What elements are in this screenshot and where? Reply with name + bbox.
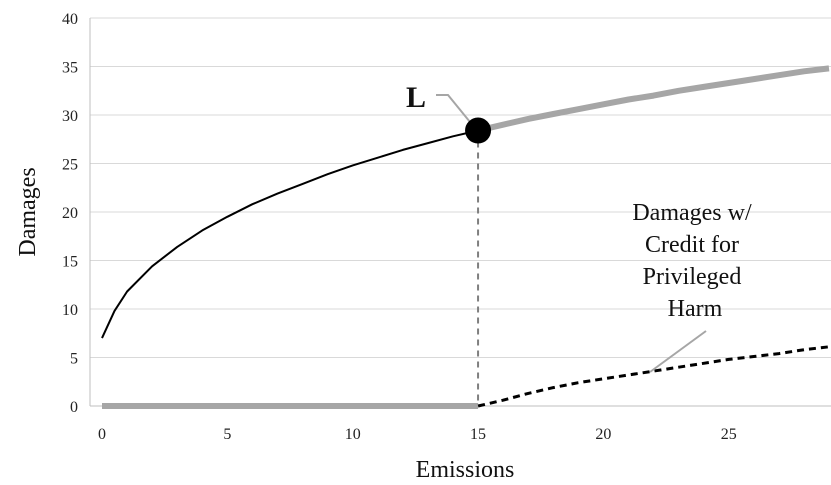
series-damages xyxy=(101,129,479,339)
series-damages_beyond_L xyxy=(477,65,830,134)
annotation-line-4: Harm xyxy=(668,296,723,322)
point-label-L: L xyxy=(406,81,426,114)
l-leader-line xyxy=(436,94,471,123)
x-tick-20: 20 xyxy=(595,426,611,443)
x-tick-10: 10 xyxy=(345,426,361,443)
y-tick-25: 25 xyxy=(62,157,78,174)
y-tick-30: 30 xyxy=(62,108,78,125)
x-tick-5: 5 xyxy=(223,426,231,443)
credit-annotation: Damages w/ Credit for Privileged Harm xyxy=(632,200,757,322)
point-L-marker xyxy=(465,117,492,144)
annotation-line-1: Damages w/ xyxy=(632,200,752,226)
x-tick-labels: 0 5 10 15 20 25 xyxy=(98,426,737,443)
y-tick-20: 20 xyxy=(62,205,78,222)
series-lines xyxy=(101,65,830,409)
annotation-line-2: Credit for xyxy=(645,232,739,258)
annotation-line-3: Privileged xyxy=(643,264,742,290)
x-tick-0: 0 xyxy=(98,426,106,443)
y-tick-labels: 0 5 10 15 20 25 30 35 40 xyxy=(62,11,78,416)
y-axis-title: Damages xyxy=(15,167,41,256)
y-tick-15: 15 xyxy=(62,254,78,271)
x-tick-25: 25 xyxy=(721,426,737,443)
y-tick-5: 5 xyxy=(70,351,78,368)
point-marker-group xyxy=(436,94,707,373)
y-tick-35: 35 xyxy=(62,60,78,77)
annotation-leader-line xyxy=(649,330,707,373)
y-tick-0: 0 xyxy=(70,399,78,416)
y-tick-10: 10 xyxy=(62,302,78,319)
series-credit xyxy=(477,345,830,408)
x-tick-15: 15 xyxy=(470,426,486,443)
x-axis-title: Emissions xyxy=(416,457,515,483)
gridlines xyxy=(90,17,831,358)
y-tick-40: 40 xyxy=(62,11,78,28)
